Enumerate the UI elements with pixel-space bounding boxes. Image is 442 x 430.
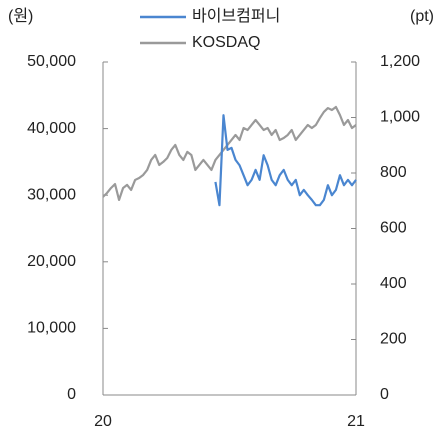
- y-tick-label: 40,000: [27, 120, 76, 137]
- series-line: [214, 114, 357, 207]
- y2-tick-label: 400: [380, 275, 407, 292]
- y-tick-label: 50,000: [27, 53, 76, 70]
- x-tick-label: 20: [94, 413, 112, 430]
- y-tick-label: 30,000: [27, 186, 76, 203]
- y-axis-unit: (원): [8, 7, 33, 25]
- y2-tick-label: 1,000: [380, 109, 420, 126]
- legend-label: 바이브컴퍼니: [192, 7, 280, 25]
- y2-tick-label: 200: [380, 331, 407, 348]
- x-tick-label: 21: [347, 413, 365, 430]
- y2-tick-label: 800: [380, 164, 407, 181]
- y2-tick-label: 600: [380, 220, 407, 237]
- y-tick-label: 10,000: [27, 320, 76, 337]
- y2-tick-label: 1,200: [380, 53, 420, 70]
- legend-label: KOSDAQ: [192, 34, 260, 51]
- series-line: [102, 105, 357, 202]
- y-tick-label: 20,000: [27, 253, 76, 270]
- y2-axis-unit: (pt): [410, 8, 434, 25]
- y-tick-label: 0: [67, 386, 76, 403]
- y2-tick-label: 0: [380, 386, 389, 403]
